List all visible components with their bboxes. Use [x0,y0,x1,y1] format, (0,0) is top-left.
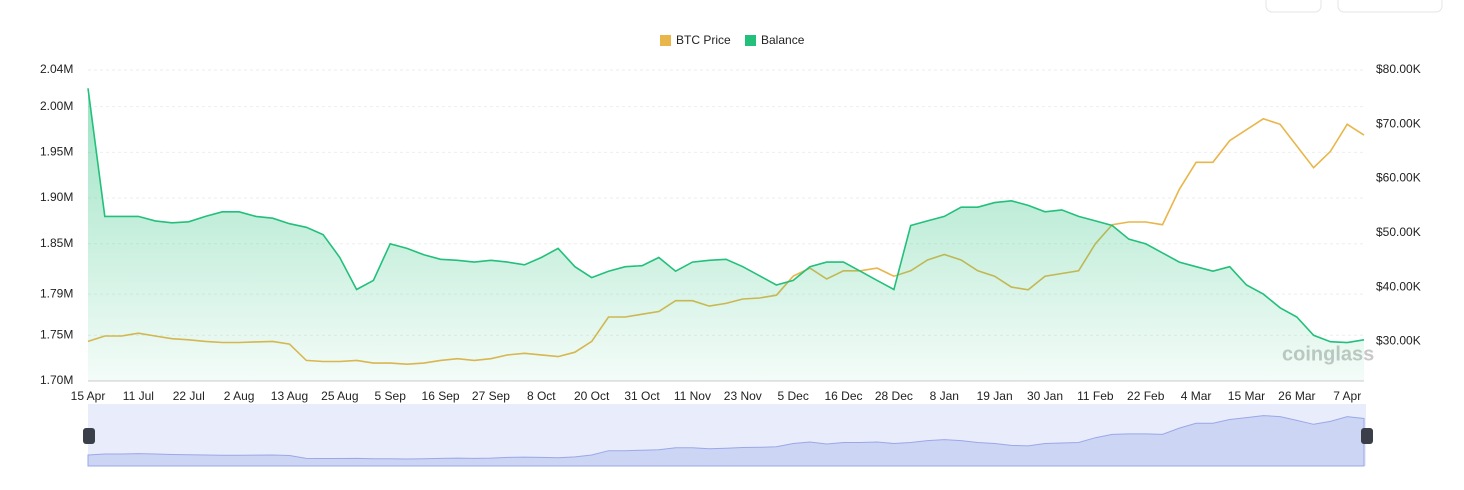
x-tick-label: 7 Apr [1333,389,1361,403]
y-tick-label: 1.90M [40,190,73,204]
x-tick-label: 4 Mar [1181,389,1212,403]
y2-tick-label: $70.00K [1376,116,1421,130]
line [87,88,1365,344]
x-tick-label: 5 Sep [375,389,407,403]
y2-tick-label: $60.00K [1376,171,1421,185]
x-tick-label: 23 Nov [724,389,762,403]
x-tick-label: 13 Aug [271,389,308,403]
x-tick-label: 25 Aug [321,389,358,403]
x-tick-label: 11 Jul [123,389,154,403]
x-tick-label: 5 Dec [777,389,808,403]
x-tick-label: 16 Dec [825,389,863,403]
legend-swatch [660,35,671,46]
y-tick-label: 1.95M [40,144,73,158]
x-tick-label: 16 Sep [422,389,460,403]
legend-swatch [745,35,756,46]
x-tick-label: 20 Oct [574,389,610,403]
toolbar-button[interactable] [1337,0,1443,13]
legend-label: BTC Price [676,33,731,47]
x-tick-label: 19 Jan [977,389,1013,403]
navigator-series [87,415,1365,467]
x-tick-label: 8 Jan [930,389,959,403]
y-tick-label: 1.79M [40,286,73,300]
x-tick-label: 2 Aug [224,389,255,403]
y-tick-label: 2.04M [40,62,73,76]
y2-tick-label: $50.00K [1376,225,1421,239]
x-tick-label: 8 Oct [527,389,556,403]
y-tick-label: 1.70M [40,373,73,387]
navigator-handle[interactable] [1361,428,1373,444]
area [88,88,1364,382]
y2-tick-label: $30.00K [1376,334,1421,348]
y-tick-label: 1.85M [40,236,73,250]
legend-label: Balance [761,33,805,47]
x-tick-label: 22 Jul [173,389,205,403]
x-tick-label: 26 Mar [1278,389,1315,403]
x-tick-label: 15 Mar [1228,389,1265,403]
x-tick-label: 15 Apr [71,389,106,403]
x-tick-label: 27 Sep [472,389,510,403]
x-tick-label: 11 Nov [674,389,711,403]
x-tick-label: 30 Jan [1027,389,1063,403]
y2-tick-label: $40.00K [1376,279,1421,293]
x-tick-label: 31 Oct [624,389,660,403]
x-tick-label: 22 Feb [1127,389,1165,403]
y-tick-label: 1.75M [40,327,73,341]
x-tick-label: 28 Dec [875,389,913,403]
y-tick-label: 2.00M [40,99,73,113]
y2-tick-label: $80.00K [1376,62,1421,76]
x-tick-label: 11 Feb [1077,389,1114,403]
toolbar-button[interactable] [1265,0,1322,13]
navigator-handle[interactable] [83,428,95,444]
